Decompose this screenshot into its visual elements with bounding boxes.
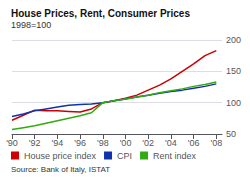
svg-text:CPI: CPI — [117, 151, 132, 161]
svg-text:200: 200 — [226, 35, 241, 45]
svg-text:House Prices, Rent, Consumer P: House Prices, Rent, Consumer Prices — [11, 8, 190, 19]
svg-text:1998=100: 1998=100 — [11, 20, 51, 30]
svg-text:'04: '04 — [165, 138, 177, 148]
svg-text:'92: '92 — [29, 138, 41, 148]
svg-text:100: 100 — [226, 98, 241, 108]
svg-text:'00: '00 — [120, 138, 132, 148]
svg-text:Source: Bank of Italy, ISTAT: Source: Bank of Italy, ISTAT — [11, 165, 110, 174]
svg-text:'94: '94 — [52, 138, 64, 148]
svg-text:House price index: House price index — [24, 151, 97, 161]
svg-text:'98: '98 — [97, 138, 109, 148]
svg-text:'08: '08 — [210, 138, 222, 148]
svg-text:'96: '96 — [74, 138, 86, 148]
svg-text:'90: '90 — [6, 138, 18, 148]
svg-text:50: 50 — [226, 129, 236, 139]
svg-text:'02: '02 — [142, 138, 154, 148]
svg-text:'06: '06 — [188, 138, 200, 148]
svg-text:150: 150 — [226, 66, 241, 76]
svg-text:Rent index: Rent index — [153, 151, 197, 161]
